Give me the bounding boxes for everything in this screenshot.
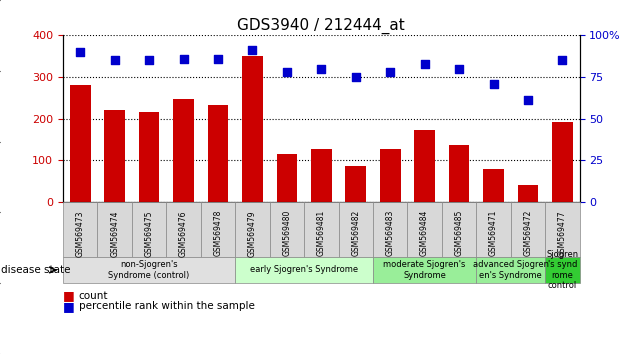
Bar bbox=[311, 149, 331, 202]
Text: GSM569484: GSM569484 bbox=[420, 210, 429, 256]
Title: GDS3940 / 212444_at: GDS3940 / 212444_at bbox=[238, 18, 405, 34]
Bar bbox=[242, 56, 263, 202]
Bar bbox=[345, 166, 366, 202]
Text: GSM569477: GSM569477 bbox=[558, 210, 567, 257]
Bar bbox=[552, 122, 573, 202]
Text: GSM569483: GSM569483 bbox=[386, 210, 394, 256]
Text: advanced Sjogren
en's Syndrome: advanced Sjogren en's Syndrome bbox=[472, 260, 549, 280]
Text: Sjogren
's synd
rome
control: Sjogren 's synd rome control bbox=[546, 250, 578, 290]
Point bbox=[385, 69, 395, 75]
Text: early Sjogren's Syndrome: early Sjogren's Syndrome bbox=[250, 266, 358, 274]
Text: disease state: disease state bbox=[1, 265, 70, 275]
Point bbox=[110, 57, 120, 63]
Point bbox=[351, 74, 361, 80]
Bar bbox=[139, 112, 159, 202]
Point bbox=[523, 97, 533, 103]
Text: GSM569478: GSM569478 bbox=[214, 210, 222, 256]
Point bbox=[316, 66, 326, 72]
Bar bbox=[380, 149, 401, 202]
Bar bbox=[483, 169, 504, 202]
Bar bbox=[208, 105, 228, 202]
Point bbox=[558, 57, 568, 63]
Text: percentile rank within the sample: percentile rank within the sample bbox=[79, 301, 255, 311]
Point bbox=[454, 66, 464, 72]
Point bbox=[420, 61, 430, 67]
Point bbox=[144, 57, 154, 63]
Text: GSM569485: GSM569485 bbox=[455, 210, 464, 256]
Text: GSM569482: GSM569482 bbox=[352, 210, 360, 256]
Text: GSM569471: GSM569471 bbox=[489, 210, 498, 256]
Point bbox=[248, 47, 258, 53]
Point bbox=[178, 56, 188, 62]
Text: non-Sjogren's
Syndrome (control): non-Sjogren's Syndrome (control) bbox=[108, 260, 190, 280]
Bar bbox=[415, 130, 435, 202]
Text: moderate Sjogren's
Syndrome: moderate Sjogren's Syndrome bbox=[384, 260, 466, 280]
Text: GSM569479: GSM569479 bbox=[248, 210, 257, 257]
Text: GSM569472: GSM569472 bbox=[524, 210, 532, 256]
Point bbox=[488, 81, 498, 86]
Text: GSM569480: GSM569480 bbox=[282, 210, 291, 256]
Text: GSM569474: GSM569474 bbox=[110, 210, 119, 257]
Bar bbox=[105, 110, 125, 202]
Point bbox=[282, 69, 292, 75]
Bar bbox=[277, 154, 297, 202]
Point bbox=[75, 49, 85, 55]
Bar bbox=[173, 99, 194, 202]
Bar bbox=[70, 85, 91, 202]
Text: GSM569475: GSM569475 bbox=[145, 210, 154, 257]
Text: count: count bbox=[79, 291, 108, 301]
Bar bbox=[518, 185, 538, 202]
Text: ■: ■ bbox=[63, 289, 75, 302]
Text: GSM569476: GSM569476 bbox=[179, 210, 188, 257]
Text: ■: ■ bbox=[63, 300, 75, 313]
Point bbox=[213, 56, 223, 62]
Bar bbox=[449, 145, 469, 202]
Text: GSM569473: GSM569473 bbox=[76, 210, 84, 257]
Text: GSM569481: GSM569481 bbox=[317, 210, 326, 256]
